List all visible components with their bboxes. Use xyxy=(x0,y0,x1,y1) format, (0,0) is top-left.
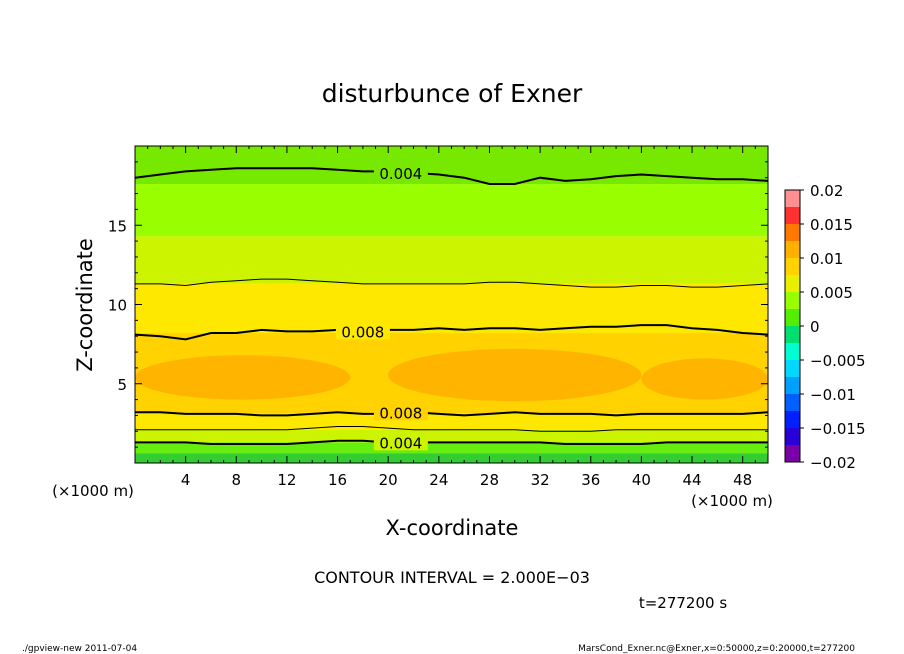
contour-label-bg xyxy=(373,433,428,451)
orange-maximum-cell xyxy=(388,348,642,402)
contour-line xyxy=(135,426,768,432)
x-tick-label: 40 xyxy=(632,471,651,489)
colorbar-segment xyxy=(785,258,800,275)
x-tick-label: 20 xyxy=(379,471,398,489)
contour-label: 0.008 xyxy=(341,323,384,341)
colorbar-segment xyxy=(785,275,800,292)
colorbar-tick-label: 0.015 xyxy=(810,216,853,234)
x-tick-label: 16 xyxy=(328,471,347,489)
colorbar-tick-label: −0.015 xyxy=(810,420,866,438)
x-tick-label: 8 xyxy=(232,471,242,489)
contour-interval-note: CONTOUR INTERVAL = 2.000E−03 xyxy=(314,568,590,587)
colorbar-segment xyxy=(785,292,800,309)
contour-label-bg xyxy=(373,403,428,421)
chart-title: disturbunce of Exner xyxy=(322,79,583,108)
y-axis-unit: (×1000 m) xyxy=(52,482,134,500)
contour-label-bg xyxy=(373,163,428,181)
colorbar-tick-label: 0 xyxy=(810,318,820,336)
colorbar-segment xyxy=(785,326,800,343)
colorbar-segment xyxy=(785,445,800,462)
x-tick-label: 12 xyxy=(277,471,296,489)
x-axis-unit: (×1000 m) xyxy=(691,492,773,510)
contour-line xyxy=(135,278,768,288)
colorbar-segment xyxy=(785,309,800,326)
colorbar-tick-label: −0.005 xyxy=(810,352,866,370)
colorbar-tick-label: 0.01 xyxy=(810,250,843,268)
x-axis-label: X-coordinate xyxy=(386,516,519,540)
colorbar-tick-label: 0.02 xyxy=(810,182,843,200)
contour-band xyxy=(135,146,768,185)
colorbar-segment xyxy=(785,190,800,207)
colorbar-segment xyxy=(785,377,800,394)
colorbar: 0.02 0.015 0.01 0.005 0 −0.005 −0.01 −0.015 −0.0… xyxy=(784,182,866,472)
colorbar-tick-label: −0.01 xyxy=(810,386,856,404)
contour-band xyxy=(135,184,768,237)
contour-label: 0.008 xyxy=(379,404,422,422)
footer-left: ./gpview-new 2011-07-04 xyxy=(22,644,137,654)
filled-contours: 0.004 0.008 0.008 0.004 xyxy=(135,146,768,463)
colorbar-segment xyxy=(785,343,800,360)
contour-label: 0.004 xyxy=(379,165,422,183)
x-tick-label: 36 xyxy=(581,471,600,489)
contour-label-bg xyxy=(335,322,390,340)
contour-line xyxy=(135,439,768,445)
contour-line xyxy=(135,324,768,341)
y-tick-label: 10 xyxy=(108,297,127,315)
colorbar-segment xyxy=(785,360,800,377)
contour-band xyxy=(135,453,768,463)
contour-band xyxy=(135,429,768,443)
contour-band xyxy=(135,413,768,430)
time-label: t=277200 s xyxy=(639,594,727,612)
colorbar-segment xyxy=(785,411,800,428)
y-axis-label: Z-coordinate xyxy=(73,238,97,372)
colorbar-tick-label: 0.005 xyxy=(810,284,853,302)
contour-line xyxy=(135,167,768,185)
colorbar-tick-label: −0.02 xyxy=(810,454,856,472)
colorbar-segment xyxy=(785,428,800,445)
x-tick-label: 44 xyxy=(682,471,701,489)
y-tick-label: 5 xyxy=(117,376,127,394)
x-tick-label: 24 xyxy=(429,471,448,489)
footer-right: MarsCond_Exner.nc@Exner,x=0:50000,z=0:20… xyxy=(578,644,855,654)
colorbar-segment xyxy=(785,207,800,224)
x-tick-label: 28 xyxy=(480,471,499,489)
contour-band xyxy=(135,442,768,454)
colorbar-segment xyxy=(785,241,800,258)
y-tick-label: 15 xyxy=(108,217,127,235)
orange-maximum-cell xyxy=(641,358,768,400)
contour-label: 0.004 xyxy=(379,434,422,452)
contour-line xyxy=(135,411,768,417)
x-tick-label: 48 xyxy=(733,471,752,489)
colorbar-segment xyxy=(785,394,800,411)
orange-maximum-cell xyxy=(135,355,351,400)
colorbar-segment xyxy=(785,224,800,241)
contour-band xyxy=(135,236,768,284)
x-tick-label: 32 xyxy=(531,471,550,489)
x-tick-label: 4 xyxy=(181,471,191,489)
